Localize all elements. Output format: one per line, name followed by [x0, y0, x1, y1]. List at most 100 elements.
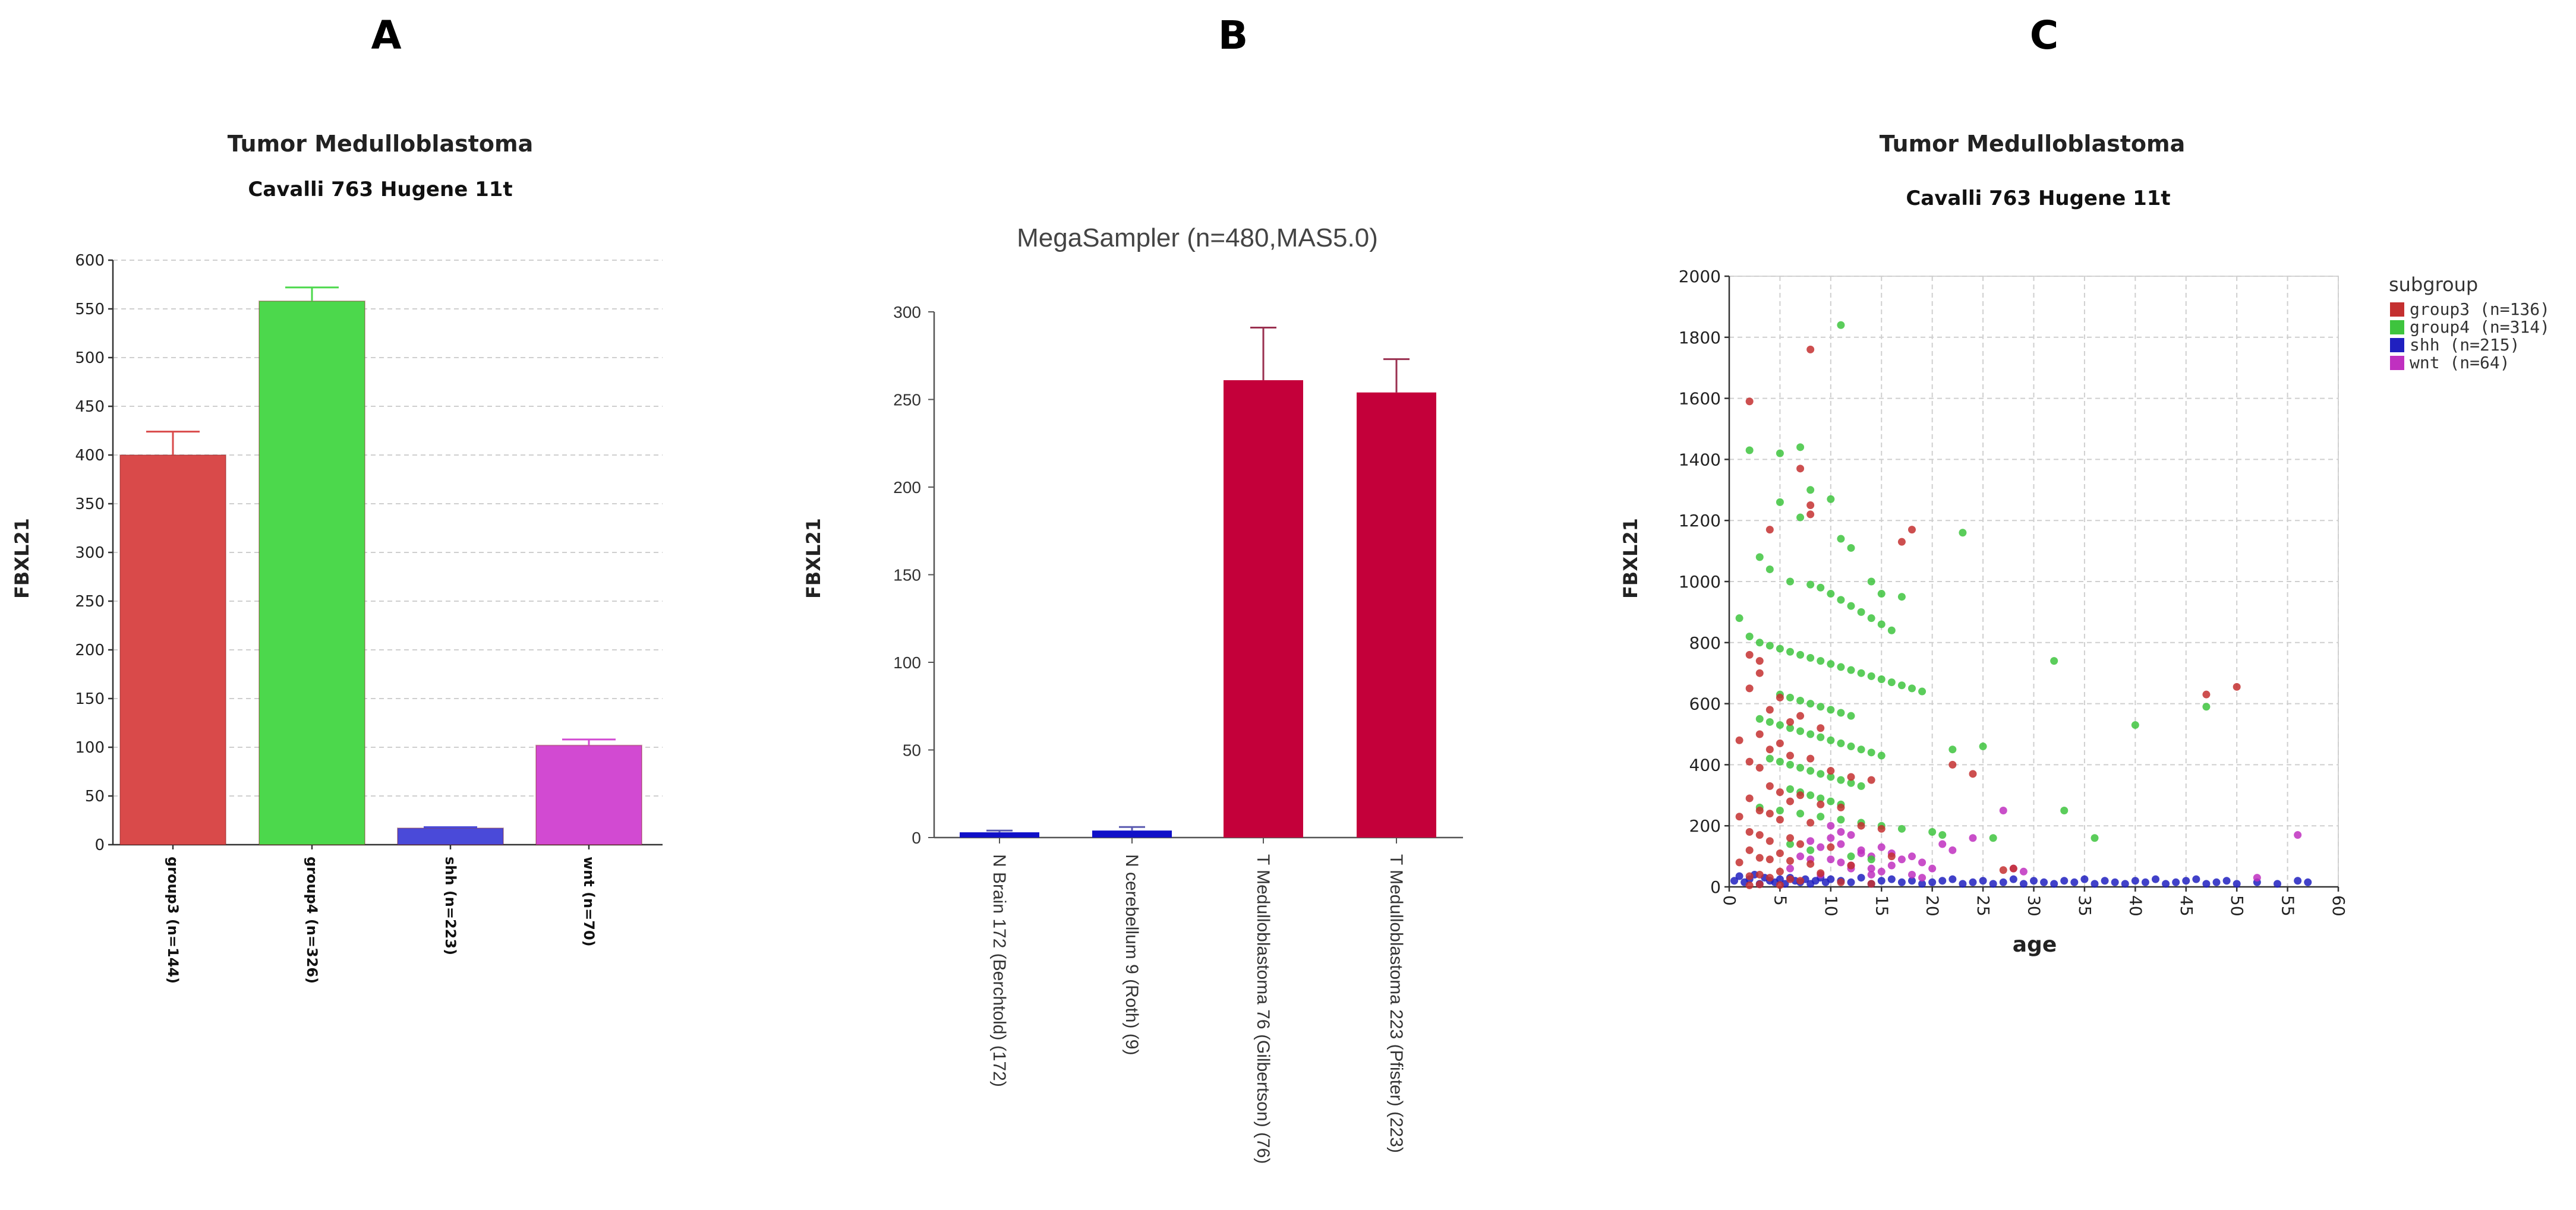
panel-c-x-tick-label: 0 — [1720, 895, 1739, 906]
panel-c-legend-swatch — [2390, 356, 2404, 370]
panel-c-scatter-point — [2294, 831, 2302, 839]
panel-c-legend-swatch — [2390, 302, 2404, 317]
panel-b-bar — [1092, 830, 1172, 838]
panel-c-scatter-point — [1755, 657, 1764, 665]
panel-c-scatter-point — [2182, 877, 2190, 885]
panel-b-y-tick-label: 200 — [893, 478, 921, 497]
panel-c-scatter-point — [1948, 760, 1957, 769]
panel-c-x-tick-label: 35 — [2075, 895, 2095, 917]
panel-b-bar-chart: MegaSampler (n=480,MAS5.0) FBXL21 0 50 100… — [802, 223, 1463, 1164]
panel-c-scatter-point — [2131, 877, 2139, 885]
panel-c-scatter-point — [1999, 807, 2007, 814]
panel-c-y-tick-label: 1400 — [1679, 450, 1721, 469]
panel-c-scatter-point — [1867, 855, 1875, 864]
panel-c-scatter-point — [1806, 510, 1815, 519]
panel-c-scatter-point — [2162, 880, 2170, 888]
panel-c-scatter-point — [1755, 880, 1764, 889]
panel-c-scatter-point — [1897, 593, 1906, 601]
panel-c-scatter-point — [2070, 878, 2079, 886]
panel-c-scatter-point — [1867, 748, 1875, 757]
panel-c-scatter-point — [2202, 880, 2211, 888]
panel-c-scatter-point — [1817, 813, 1825, 821]
panel-c-scatter-point — [1806, 345, 1815, 353]
panel-c-scatter-point — [1847, 544, 1855, 552]
panel-c-scatter-point — [1887, 626, 1896, 634]
panel-c-scatter-point — [1817, 657, 1825, 665]
panel-a-bar — [119, 454, 226, 845]
panel-c-scatter-point — [1877, 867, 1886, 876]
panel-c-scatter-point — [1786, 724, 1794, 732]
panel-c-scatter-point — [1857, 608, 1865, 616]
panel-c-scatter-point — [1796, 465, 1805, 473]
panel-c-x-tick-label: 25 — [1973, 895, 1993, 917]
panel-a-y-tick-label: 300 — [75, 544, 105, 562]
panel-c-scatter-point — [1765, 565, 1774, 573]
panel-c-scatter-point — [1837, 321, 1845, 329]
panel-c-scatter-point — [1887, 678, 1896, 687]
panel-c-scatter-point — [1928, 827, 1937, 836]
panel-a-y-tick-label: 550 — [75, 301, 105, 318]
panel-c-scatter-point — [1776, 881, 1784, 889]
panel-c-scatter-point — [1755, 807, 1764, 814]
panel-a-x-tick-label: group4 (n=326) — [304, 857, 320, 984]
panel-c-scatter-point — [1796, 791, 1805, 800]
panel-c-scatter-point — [2212, 878, 2221, 886]
panel-c-scatter-point — [1765, 782, 1774, 790]
panel-c-scatter-point — [1786, 864, 1794, 873]
panel-c-scatter-point — [1745, 872, 1754, 880]
panel-c-scatter-point — [1755, 715, 1764, 723]
panel-c-scatter-point — [1837, 878, 1845, 886]
panel-c-scatter-point — [1837, 709, 1845, 717]
panel-c-x-tick-label: 40 — [2126, 895, 2145, 917]
panel-b-y-tick-label: 100 — [893, 653, 921, 672]
panel-c-scatter-point — [2030, 877, 2038, 885]
panel-a-title: Tumor Medulloblastoma — [228, 131, 533, 157]
panel-c-scatter-point — [1755, 669, 1764, 677]
panel-c-scatter-point — [1877, 675, 1886, 683]
panel-c-scatter-point — [1827, 706, 1835, 714]
panel-c-scatter-point — [1887, 852, 1896, 861]
panel-c-scatter-point — [1817, 724, 1825, 732]
panel-c-scatter-point — [1796, 513, 1805, 522]
panel-c-scatter-point — [1806, 501, 1815, 509]
panel-b-x-tick-label: N cerebellum 9 (Roth) (9) — [1122, 854, 1142, 1055]
panel-c-scatter-point — [1817, 843, 1825, 851]
panel-c-scatter-point — [1806, 767, 1815, 775]
panel-c-scatter-point — [1806, 654, 1815, 662]
panel-c-y-tick-label: 400 — [1689, 755, 1721, 775]
panel-a-y-tick-label: 50 — [85, 788, 105, 805]
panel-c-scatter-point — [1827, 797, 1835, 805]
panel-c-scatter-point — [1745, 794, 1754, 803]
panel-c-scatter-point — [1837, 858, 1845, 867]
panel-c-scatter-point — [1989, 880, 1997, 888]
panel-c-scatter-point — [1928, 864, 1937, 873]
panel-c-scatter-point — [1847, 852, 1855, 861]
panel-c-scatter-point — [1745, 446, 1754, 454]
panel-c-scatter-point — [1857, 822, 1865, 830]
panel-c-scatter-point — [2050, 657, 2058, 665]
panel-c-scatter-point — [1786, 857, 1794, 865]
panel-c-y-tick-label: 600 — [1689, 694, 1721, 714]
panel-c-scatter-point — [1918, 858, 1927, 867]
panel-c-scatter-point — [1837, 827, 1845, 836]
panel-c-y-tick-label: 1000 — [1679, 572, 1721, 592]
panel-c-scatter-point — [1938, 840, 1947, 848]
panel-c-scatter-point — [1786, 577, 1794, 586]
panel-c-scatter-point — [1786, 693, 1794, 702]
panel-c-scatter-point — [1979, 743, 1987, 751]
panel-c-scatter-point — [1867, 870, 1875, 879]
panel-c-scatter-point — [1817, 869, 1825, 877]
panel-c-scatter-point — [1969, 770, 1977, 778]
panel-c-scatter-point — [2233, 880, 2241, 888]
panel-c-x-tick-label: 45 — [2177, 895, 2196, 917]
panel-b-letter: B — [1218, 12, 1248, 58]
panel-c-scatter-point — [1776, 721, 1784, 729]
panel-c-scatter-point — [2131, 721, 2139, 729]
panel-c-scatter-point — [2233, 683, 2241, 691]
panel-c-scatter-point — [1959, 880, 1967, 888]
panel-c-scatter-point — [1959, 529, 1967, 537]
panel-c-scatter-point — [1806, 791, 1815, 800]
panel-c-scatter-point — [1918, 880, 1927, 888]
panel-c-scatter-point — [1837, 663, 1845, 671]
panel-c-scatter-point — [1755, 764, 1764, 772]
